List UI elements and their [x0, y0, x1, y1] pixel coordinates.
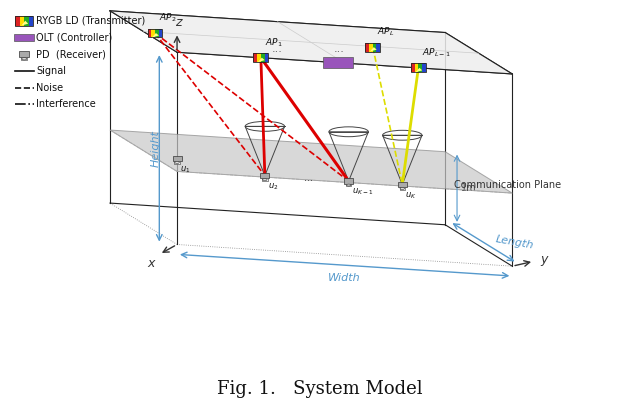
- Ellipse shape: [175, 162, 179, 164]
- Bar: [20, 16, 24, 26]
- Polygon shape: [21, 21, 28, 26]
- Bar: [257, 53, 261, 62]
- Bar: [155, 28, 159, 37]
- Bar: [344, 178, 353, 184]
- Polygon shape: [370, 47, 377, 52]
- Text: PD  (Receiver): PD (Receiver): [36, 49, 106, 59]
- Text: y: y: [540, 253, 547, 266]
- Text: ...: ...: [304, 174, 313, 183]
- Bar: [419, 63, 422, 72]
- Ellipse shape: [22, 58, 27, 60]
- Bar: [148, 28, 151, 37]
- Text: Height: Height: [150, 130, 161, 167]
- Polygon shape: [415, 68, 422, 72]
- Text: $AP_1$: $AP_1$: [265, 36, 282, 49]
- Text: Signal: Signal: [36, 66, 66, 76]
- Text: OLT (Controller): OLT (Controller): [36, 32, 113, 43]
- Bar: [376, 43, 380, 52]
- Text: $u_2$: $u_2$: [268, 182, 278, 192]
- Bar: [174, 161, 180, 164]
- Bar: [173, 156, 182, 161]
- Bar: [369, 43, 373, 52]
- Text: Fig. 1.   System Model: Fig. 1. System Model: [217, 380, 423, 397]
- Bar: [373, 43, 376, 52]
- Bar: [29, 16, 33, 26]
- Text: $u_1$: $u_1$: [180, 164, 191, 175]
- Bar: [411, 63, 426, 72]
- Text: x: x: [147, 257, 154, 270]
- Bar: [365, 43, 380, 52]
- Text: Length: Length: [495, 234, 534, 251]
- Bar: [159, 28, 163, 37]
- Bar: [261, 53, 264, 62]
- Text: $u_{K-1}$: $u_{K-1}$: [351, 187, 373, 197]
- Text: $AP_{L-1}$: $AP_{L-1}$: [422, 47, 451, 59]
- Text: RYGB LD (Transmitter): RYGB LD (Transmitter): [36, 16, 145, 26]
- Bar: [323, 57, 353, 68]
- Bar: [262, 178, 268, 181]
- Bar: [422, 63, 426, 72]
- Bar: [398, 182, 407, 187]
- Bar: [260, 173, 269, 178]
- Bar: [24, 16, 29, 26]
- Text: ...: ...: [272, 45, 283, 55]
- Bar: [19, 51, 29, 57]
- Polygon shape: [110, 11, 512, 74]
- Text: z: z: [175, 16, 181, 28]
- Bar: [14, 34, 34, 41]
- Text: $u_K$: $u_K$: [405, 190, 417, 201]
- Bar: [151, 28, 155, 37]
- Polygon shape: [258, 58, 265, 62]
- Bar: [264, 53, 268, 62]
- Text: Interference: Interference: [36, 99, 96, 109]
- Text: Communication Plane: Communication Plane: [454, 180, 561, 190]
- Bar: [15, 16, 33, 26]
- Polygon shape: [110, 130, 512, 193]
- Text: Width: Width: [328, 273, 361, 283]
- Text: 1m: 1m: [461, 183, 477, 193]
- Bar: [399, 187, 405, 190]
- Text: ...: ...: [334, 44, 345, 54]
- Bar: [253, 53, 268, 62]
- Text: Noise: Noise: [36, 83, 63, 93]
- Bar: [365, 43, 369, 52]
- Bar: [411, 63, 415, 72]
- Bar: [253, 53, 257, 62]
- Text: $AP_{L}$: $AP_{L}$: [377, 26, 394, 38]
- Text: $AP_2$: $AP_2$: [159, 12, 177, 24]
- Bar: [346, 184, 351, 186]
- Polygon shape: [152, 33, 159, 37]
- Ellipse shape: [346, 184, 351, 186]
- Bar: [415, 63, 419, 72]
- Ellipse shape: [400, 188, 404, 190]
- Bar: [15, 16, 20, 26]
- Ellipse shape: [262, 179, 267, 180]
- Bar: [148, 28, 163, 37]
- Bar: [21, 57, 28, 60]
